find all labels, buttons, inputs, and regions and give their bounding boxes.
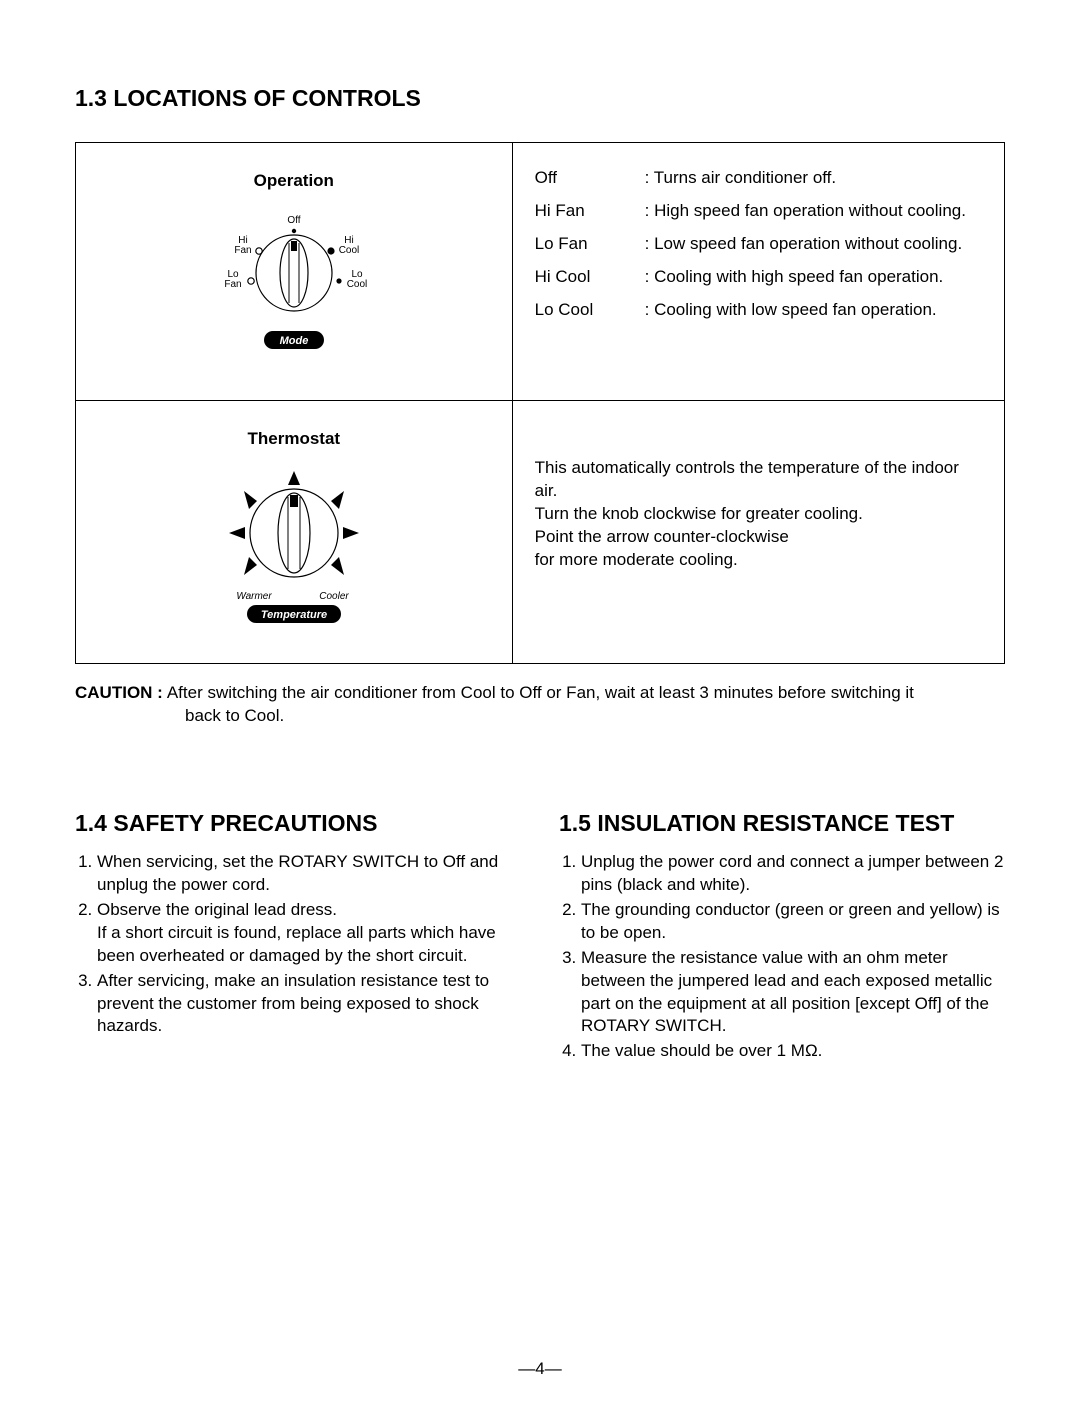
controls-table: Operation [75,142,1005,664]
dial-locool-2: Cool [347,279,368,290]
mode-term: Hi Fan [535,200,645,223]
thermostat-desc-cell: This automatically controls the temperat… [512,401,1004,664]
caution-line-1: After switching the air conditioner from… [163,682,1005,705]
page-number: —4— [0,1359,1080,1379]
section-1-4: 1.4 SAFETY PRECAUTIONS When servicing, s… [75,810,521,1065]
mode-dial-diagram: Off Hi Fan Lo Fan Hi Cool Lo Cool Mode [98,203,490,378]
list-item: After servicing, make an insulation resi… [97,970,521,1039]
dial-off-label: Off [287,215,300,226]
insulation-test-list: Unplug the power cord and connect a jump… [559,851,1005,1063]
section-1-3-title: 1.3 LOCATIONS OF CONTROLS [75,85,1005,112]
section-1-5-title: 1.5 INSULATION RESISTANCE TEST [559,810,1005,837]
dial-lofan-2: Fan [224,279,241,290]
mode-dial-svg: Off Hi Fan Lo Fan Hi Cool Lo Cool Mode [199,203,389,373]
operation-defs-cell: Off : Turns air conditioner off. Hi Fan … [512,143,1004,401]
mode-term: Lo Fan [535,233,645,256]
mode-term: Off [535,167,645,190]
thermostat-heading: Thermostat [98,429,490,449]
thermostat-diagram-cell: Thermostat [76,401,513,664]
thermo-cooler-label: Cooler [319,591,349,602]
list-item: When servicing, set the ROTARY SWITCH to… [97,851,521,897]
safety-precautions-list: When servicing, set the ROTARY SWITCH to… [75,851,521,1039]
mode-definitions: Off : Turns air conditioner off. Hi Fan … [535,163,982,322]
thermo-line: Turn the knob clockwise for greater cool… [535,503,982,526]
operation-heading: Operation [98,171,490,191]
operation-diagram-cell: Operation [76,143,513,401]
two-column-sections: 1.4 SAFETY PRECAUTIONS When servicing, s… [75,810,1005,1065]
section-1-4-title: 1.4 SAFETY PRECAUTIONS [75,810,521,837]
thermo-line: Point the arrow counter-clockwise [535,526,982,549]
thermo-warmer-label: Warmer [236,591,272,602]
list-item: The grounding conductor (green or green … [581,899,1005,945]
thermostat-dial-svg: Warmer Cooler Temperature [199,461,389,636]
list-item: Observe the original lead dress. If a sh… [97,899,521,968]
mode-term: Lo Cool [535,299,645,322]
manual-page: 1.3 LOCATIONS OF CONTROLS Operation [0,0,1080,1405]
thermo-line: This automatically controls the temperat… [535,457,982,503]
mode-term: Hi Cool [535,266,645,289]
temp-pill-label: Temperature [261,609,327,621]
mode-desc: : High speed fan operation without cooli… [645,200,982,223]
dial-hifan-2: Fan [234,245,251,256]
list-item: Unplug the power cord and connect a jump… [581,851,1005,897]
caution-note: CAUTION : After switching the air condit… [75,682,1005,728]
list-item: Measure the resistance value with an ohm… [581,947,1005,1039]
mode-desc: : Cooling with low speed fan operation. [645,299,982,322]
mode-desc: : Low speed fan operation without coolin… [645,233,982,256]
dial-hicool-2: Cool [339,245,360,256]
mode-pill-label: Mode [279,335,308,347]
section-1-5: 1.5 INSULATION RESISTANCE TEST Unplug th… [559,810,1005,1065]
thermostat-description: This automatically controls the temperat… [535,421,982,572]
mode-desc: : Turns air conditioner off. [645,167,982,190]
caution-line-2: back to Cool. [75,705,1005,728]
list-item: The value should be over 1 MΩ. [581,1040,1005,1063]
mode-desc: : Cooling with high speed fan operation. [645,266,982,289]
thermo-line: for more moderate cooling. [535,549,982,572]
thermostat-dial-diagram: Warmer Cooler Temperature [98,461,490,641]
caution-label: CAUTION : [75,683,163,702]
